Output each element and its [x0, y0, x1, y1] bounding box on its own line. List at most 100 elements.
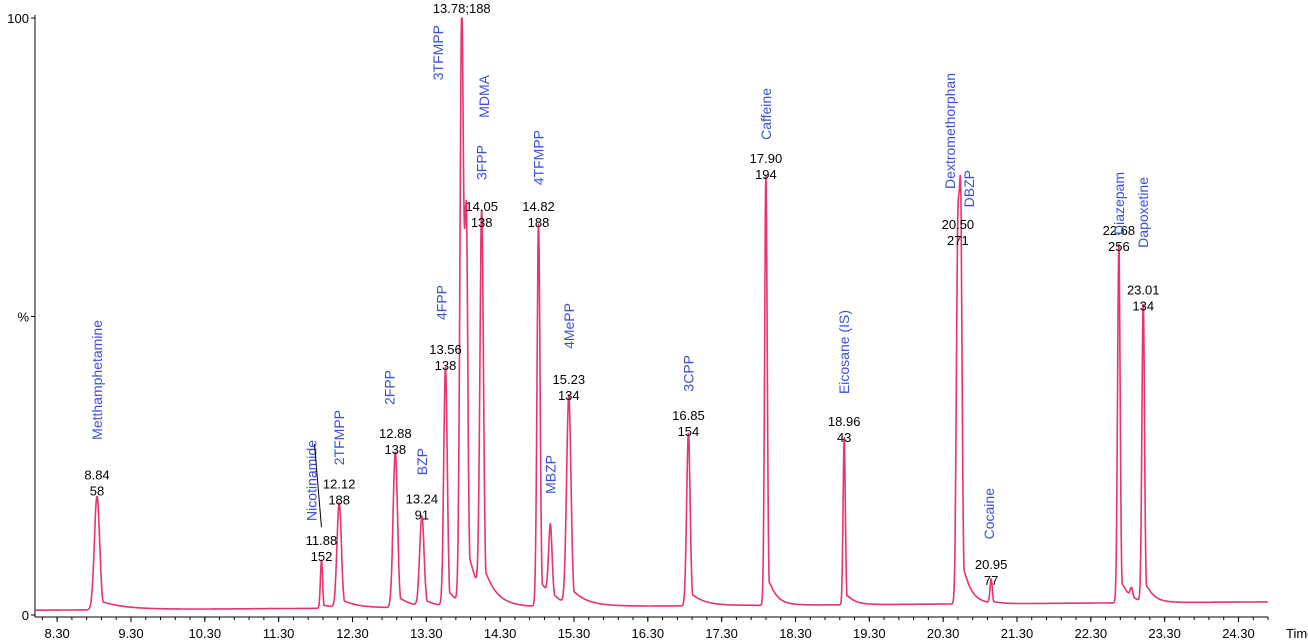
- peak-rt-label: 12.12: [323, 477, 356, 492]
- peak-mz-label: 77: [984, 573, 998, 588]
- peak-rt-label: 14.82: [522, 199, 555, 214]
- peak-compound-name: Cocaine: [981, 488, 997, 540]
- y-tick-label: 0: [22, 608, 29, 623]
- x-tick-label: 17.30: [705, 626, 738, 641]
- peak-compound-name: 2FPP: [381, 370, 397, 405]
- peak-compound-name: Metthamphetamine: [89, 320, 105, 440]
- peak-mz-label: 271: [947, 233, 969, 248]
- peak-mz-label: 58: [90, 484, 104, 499]
- x-tick-label: 24.30: [1222, 626, 1255, 641]
- peak-compound-name: Eicosane (IS): [836, 310, 852, 394]
- peak-compound-name: 4TFMPP: [531, 130, 547, 185]
- peak-compound-name: Caffeine: [758, 88, 774, 140]
- peak-label-group: DBZP: [961, 170, 977, 207]
- x-tick-label: 20.30: [927, 626, 960, 641]
- peak-mz-label: 152: [311, 549, 333, 564]
- peak-labels: 588.84 Metthamphetamine 15211.88Nicotinami…: [84, 1, 1159, 588]
- peak-compound-name: 3TFMPP: [430, 25, 446, 80]
- peak-compound-name: DBZP: [961, 170, 977, 207]
- chromatogram-trace: [34, 17, 1269, 611]
- y-ticks: 0% 100: [7, 11, 35, 623]
- x-tick-label: 10.30: [189, 626, 222, 641]
- peak-rt-label: 13.78;188: [433, 1, 491, 16]
- peak-rt-label: 14.05: [465, 199, 498, 214]
- peak-mz-label: 256: [1108, 239, 1130, 254]
- peak-rt-label: 13.24: [406, 491, 439, 506]
- x-axis-label: Time: [1286, 626, 1308, 641]
- y-tick-label: %: [17, 310, 29, 325]
- peak-rt-label: 12.88: [379, 426, 412, 441]
- x-tick-label: 11.30: [263, 626, 295, 641]
- x-tick-label: 16.30: [632, 626, 665, 641]
- peak-label-group: MBZP: [542, 455, 558, 494]
- peak-label-group: MDMA: [476, 74, 492, 117]
- peak-mz-label: 138: [435, 358, 457, 373]
- axes: [34, 15, 1268, 618]
- peak-rt-label: 18.96: [828, 414, 861, 429]
- peak-label-group: 13.78;188 3TFMPP: [430, 1, 491, 80]
- peak-mz-label: 43: [837, 430, 851, 445]
- peak-mz-label: 91: [415, 507, 429, 522]
- peak-rt-label: 17.90: [750, 151, 783, 166]
- peak-mz-label: 134: [1132, 299, 1154, 314]
- x-tick-label: 19.30: [853, 626, 886, 641]
- peak-rt-label: 20.95: [975, 557, 1008, 572]
- peak-rt-label: 20.50: [942, 217, 975, 232]
- peak-compound-name: 2TFMPP: [331, 410, 347, 465]
- peak-mz-label: 138: [471, 215, 493, 230]
- x-ticks: 8.30 9.30 10.30 11.30 12.30 13.30 14.30 15.30 16…: [41, 617, 1269, 641]
- peak-compound-name: Dextromethorphan: [942, 73, 958, 189]
- peak-label-group: 588.84 Metthamphetamine: [84, 320, 109, 499]
- peak-rt-label: 16.85: [672, 408, 705, 423]
- peak-compound-name: 3FPP: [474, 145, 490, 180]
- x-tick-label: 13.30: [410, 626, 443, 641]
- peak-rt-label: 22.68: [1103, 223, 1136, 238]
- peak-rt-label: 11.88: [306, 533, 338, 548]
- peak-compound-name: BZP: [414, 448, 430, 475]
- peak-mz-label: 134: [558, 388, 580, 403]
- peak-rt-label: 23.01: [1127, 283, 1160, 298]
- peak-mz-label: 188: [328, 493, 350, 508]
- peak-rt-label: 8.84: [84, 468, 109, 483]
- peak-compound-name: MBZP: [542, 455, 558, 494]
- x-tick-label: 14.30: [484, 626, 517, 641]
- x-tick-label: 21.30: [1001, 626, 1034, 641]
- x-tick-label: 8.30: [44, 626, 69, 641]
- peak-mz-label: 138: [384, 442, 406, 457]
- leader-line: [313, 443, 322, 528]
- peak-rt-label: 13.56: [429, 342, 462, 357]
- peak-compound-name: 3CPP: [680, 355, 696, 392]
- peak-compound-name: 4MePP: [561, 303, 577, 349]
- x-tick-label: 18.30: [779, 626, 812, 641]
- x-tick-label: 12.30: [336, 626, 369, 641]
- peak-compound-name: Diazepam: [1111, 172, 1127, 235]
- x-tick-label: 23.30: [1148, 626, 1181, 641]
- peak-mz-label: 188: [528, 215, 550, 230]
- x-tick-label: 15.30: [558, 626, 591, 641]
- peak-compound-name: 4FPP: [434, 285, 450, 320]
- y-tick-label: 100: [7, 11, 29, 26]
- peak-compound-name: MDMA: [476, 74, 492, 117]
- peak-mz-label: 194: [755, 167, 777, 182]
- peak-rt-label: 15.23: [553, 372, 586, 387]
- peak-mz-label: 154: [678, 424, 700, 439]
- x-tick-label: 9.30: [118, 626, 143, 641]
- x-tick-label: 22.30: [1075, 626, 1108, 641]
- peak-compound-name: Dapoxetine: [1135, 177, 1151, 248]
